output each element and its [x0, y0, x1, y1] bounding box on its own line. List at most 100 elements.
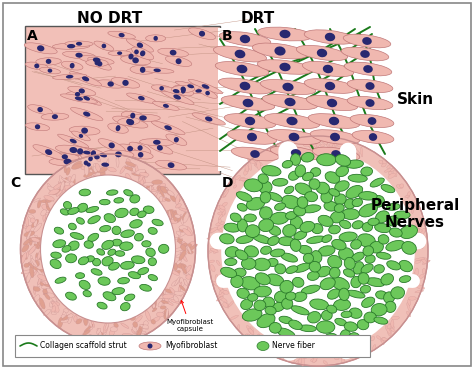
Ellipse shape — [138, 96, 145, 100]
Ellipse shape — [81, 154, 100, 164]
Ellipse shape — [210, 227, 218, 233]
Ellipse shape — [332, 142, 336, 150]
Ellipse shape — [29, 248, 35, 253]
Ellipse shape — [421, 218, 425, 225]
Ellipse shape — [417, 231, 424, 235]
Ellipse shape — [109, 330, 114, 336]
Ellipse shape — [235, 50, 246, 58]
Ellipse shape — [89, 334, 93, 342]
Ellipse shape — [344, 258, 355, 269]
Ellipse shape — [175, 58, 182, 64]
Ellipse shape — [44, 196, 55, 201]
Ellipse shape — [44, 213, 49, 221]
Ellipse shape — [385, 325, 391, 334]
Ellipse shape — [94, 155, 100, 159]
Ellipse shape — [104, 214, 116, 223]
Ellipse shape — [422, 268, 426, 274]
Ellipse shape — [257, 27, 312, 41]
Ellipse shape — [260, 207, 272, 219]
Ellipse shape — [31, 220, 38, 228]
Ellipse shape — [60, 193, 63, 198]
Ellipse shape — [93, 58, 100, 62]
Ellipse shape — [221, 150, 415, 352]
Ellipse shape — [376, 336, 381, 339]
Ellipse shape — [83, 172, 93, 177]
Ellipse shape — [313, 356, 317, 363]
Ellipse shape — [27, 262, 32, 267]
Ellipse shape — [292, 355, 295, 361]
Ellipse shape — [230, 213, 241, 222]
Ellipse shape — [179, 291, 182, 296]
Ellipse shape — [29, 273, 34, 278]
Ellipse shape — [81, 128, 88, 134]
Ellipse shape — [26, 235, 38, 239]
Ellipse shape — [58, 182, 65, 190]
Ellipse shape — [400, 184, 404, 188]
Ellipse shape — [365, 99, 374, 107]
Ellipse shape — [210, 248, 218, 252]
Ellipse shape — [138, 152, 144, 158]
Ellipse shape — [386, 241, 404, 251]
Ellipse shape — [122, 334, 133, 337]
Ellipse shape — [46, 59, 51, 64]
Ellipse shape — [108, 31, 136, 39]
Ellipse shape — [76, 42, 82, 46]
Ellipse shape — [243, 334, 250, 338]
Ellipse shape — [283, 148, 289, 152]
Ellipse shape — [396, 184, 403, 189]
Ellipse shape — [79, 134, 83, 138]
Ellipse shape — [317, 49, 327, 57]
Ellipse shape — [394, 211, 410, 219]
Ellipse shape — [151, 319, 155, 324]
Ellipse shape — [22, 245, 29, 252]
Ellipse shape — [257, 341, 269, 351]
Ellipse shape — [413, 230, 422, 234]
Ellipse shape — [68, 208, 79, 214]
Ellipse shape — [303, 354, 307, 359]
Ellipse shape — [294, 231, 307, 240]
Ellipse shape — [44, 284, 55, 287]
Ellipse shape — [82, 148, 105, 158]
Ellipse shape — [84, 324, 93, 332]
Ellipse shape — [21, 253, 27, 263]
Ellipse shape — [302, 61, 354, 77]
Ellipse shape — [271, 146, 278, 151]
Ellipse shape — [76, 319, 82, 324]
Ellipse shape — [390, 168, 395, 172]
Ellipse shape — [361, 264, 373, 273]
Ellipse shape — [414, 218, 418, 222]
Ellipse shape — [34, 220, 37, 227]
Ellipse shape — [349, 308, 362, 318]
Ellipse shape — [152, 303, 155, 308]
Ellipse shape — [69, 147, 77, 153]
Ellipse shape — [308, 114, 360, 128]
Ellipse shape — [243, 99, 254, 107]
Ellipse shape — [300, 221, 315, 232]
Ellipse shape — [186, 275, 191, 279]
Ellipse shape — [108, 81, 114, 87]
Ellipse shape — [299, 325, 316, 332]
Ellipse shape — [245, 246, 258, 257]
Ellipse shape — [320, 278, 335, 290]
Ellipse shape — [351, 276, 362, 288]
Ellipse shape — [331, 150, 341, 158]
Ellipse shape — [267, 258, 278, 266]
Ellipse shape — [255, 161, 262, 166]
Ellipse shape — [130, 195, 140, 203]
Ellipse shape — [189, 28, 216, 39]
Ellipse shape — [241, 299, 253, 310]
Ellipse shape — [311, 224, 323, 234]
Ellipse shape — [37, 249, 42, 260]
Ellipse shape — [257, 161, 261, 170]
Ellipse shape — [172, 280, 180, 286]
Ellipse shape — [362, 37, 372, 45]
Ellipse shape — [276, 149, 279, 156]
Ellipse shape — [340, 330, 351, 342]
Ellipse shape — [248, 328, 254, 335]
Ellipse shape — [24, 263, 29, 268]
Ellipse shape — [172, 248, 183, 252]
Ellipse shape — [411, 207, 413, 214]
Ellipse shape — [62, 245, 71, 252]
Ellipse shape — [305, 141, 314, 145]
Ellipse shape — [248, 162, 252, 170]
